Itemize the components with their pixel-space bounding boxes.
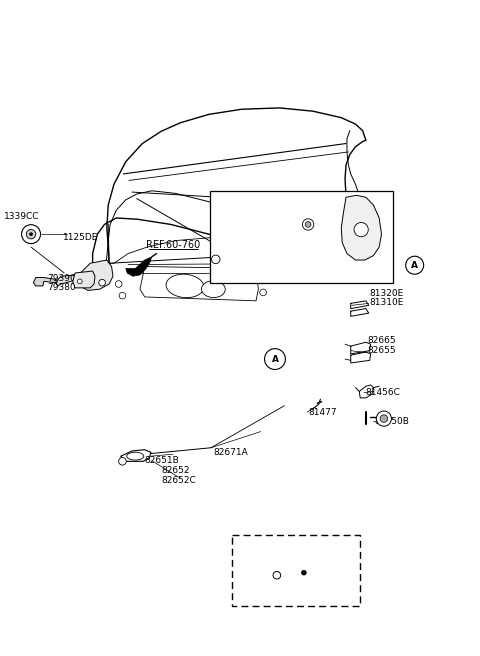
Text: 81371B: 81371B bbox=[277, 221, 312, 230]
Text: A: A bbox=[411, 260, 418, 270]
Circle shape bbox=[99, 279, 106, 286]
Text: 83050A: 83050A bbox=[281, 194, 316, 203]
Circle shape bbox=[77, 279, 82, 284]
Text: 81310E: 81310E bbox=[370, 298, 404, 306]
Text: 82655: 82655 bbox=[367, 346, 396, 355]
Circle shape bbox=[354, 222, 368, 237]
Polygon shape bbox=[341, 195, 382, 260]
Text: 81350B: 81350B bbox=[374, 417, 409, 426]
Text: 79390: 79390 bbox=[48, 274, 76, 283]
Circle shape bbox=[380, 415, 388, 422]
Circle shape bbox=[260, 270, 266, 276]
Polygon shape bbox=[56, 275, 78, 286]
Polygon shape bbox=[34, 277, 56, 286]
Text: 79380: 79380 bbox=[48, 283, 76, 293]
Text: 82665: 82665 bbox=[367, 337, 396, 346]
Text: (SMART KEY): (SMART KEY) bbox=[261, 579, 337, 588]
Circle shape bbox=[260, 289, 266, 296]
Ellipse shape bbox=[127, 452, 144, 460]
Text: 82652C: 82652C bbox=[161, 476, 196, 485]
Text: 1339CC: 1339CC bbox=[4, 212, 39, 221]
Ellipse shape bbox=[202, 281, 225, 298]
Circle shape bbox=[376, 411, 392, 426]
Text: REF.60-760: REF.60-760 bbox=[146, 240, 200, 250]
Circle shape bbox=[119, 457, 126, 465]
Text: A: A bbox=[272, 355, 278, 363]
Text: 81391E: 81391E bbox=[268, 243, 303, 253]
Circle shape bbox=[273, 571, 281, 579]
Polygon shape bbox=[126, 256, 152, 276]
Text: 82652: 82652 bbox=[161, 466, 190, 475]
Text: 82651B: 82651B bbox=[144, 456, 180, 465]
Bar bbox=[210, 191, 394, 283]
Polygon shape bbox=[78, 260, 113, 291]
Text: 82651B: 82651B bbox=[269, 555, 309, 565]
Circle shape bbox=[406, 256, 424, 274]
Circle shape bbox=[212, 255, 220, 264]
Text: 81456C: 81456C bbox=[365, 388, 400, 398]
Circle shape bbox=[305, 222, 311, 227]
Circle shape bbox=[30, 233, 33, 236]
Polygon shape bbox=[73, 271, 95, 288]
Circle shape bbox=[80, 275, 86, 281]
Circle shape bbox=[115, 281, 122, 287]
Circle shape bbox=[119, 293, 126, 299]
Text: 81358B: 81358B bbox=[299, 270, 334, 279]
Circle shape bbox=[22, 224, 40, 243]
Circle shape bbox=[26, 230, 36, 239]
Circle shape bbox=[301, 570, 306, 575]
Text: 81477: 81477 bbox=[308, 407, 337, 417]
Circle shape bbox=[264, 348, 286, 369]
Ellipse shape bbox=[166, 274, 204, 298]
Text: 82671A: 82671A bbox=[214, 448, 248, 457]
Text: 81473E: 81473E bbox=[212, 248, 246, 256]
Circle shape bbox=[302, 218, 314, 230]
Ellipse shape bbox=[304, 216, 314, 235]
FancyBboxPatch shape bbox=[232, 535, 360, 606]
Text: 1125DE: 1125DE bbox=[63, 233, 98, 242]
Text: 81483A: 81483A bbox=[212, 238, 247, 247]
Text: 81320E: 81320E bbox=[370, 289, 404, 298]
